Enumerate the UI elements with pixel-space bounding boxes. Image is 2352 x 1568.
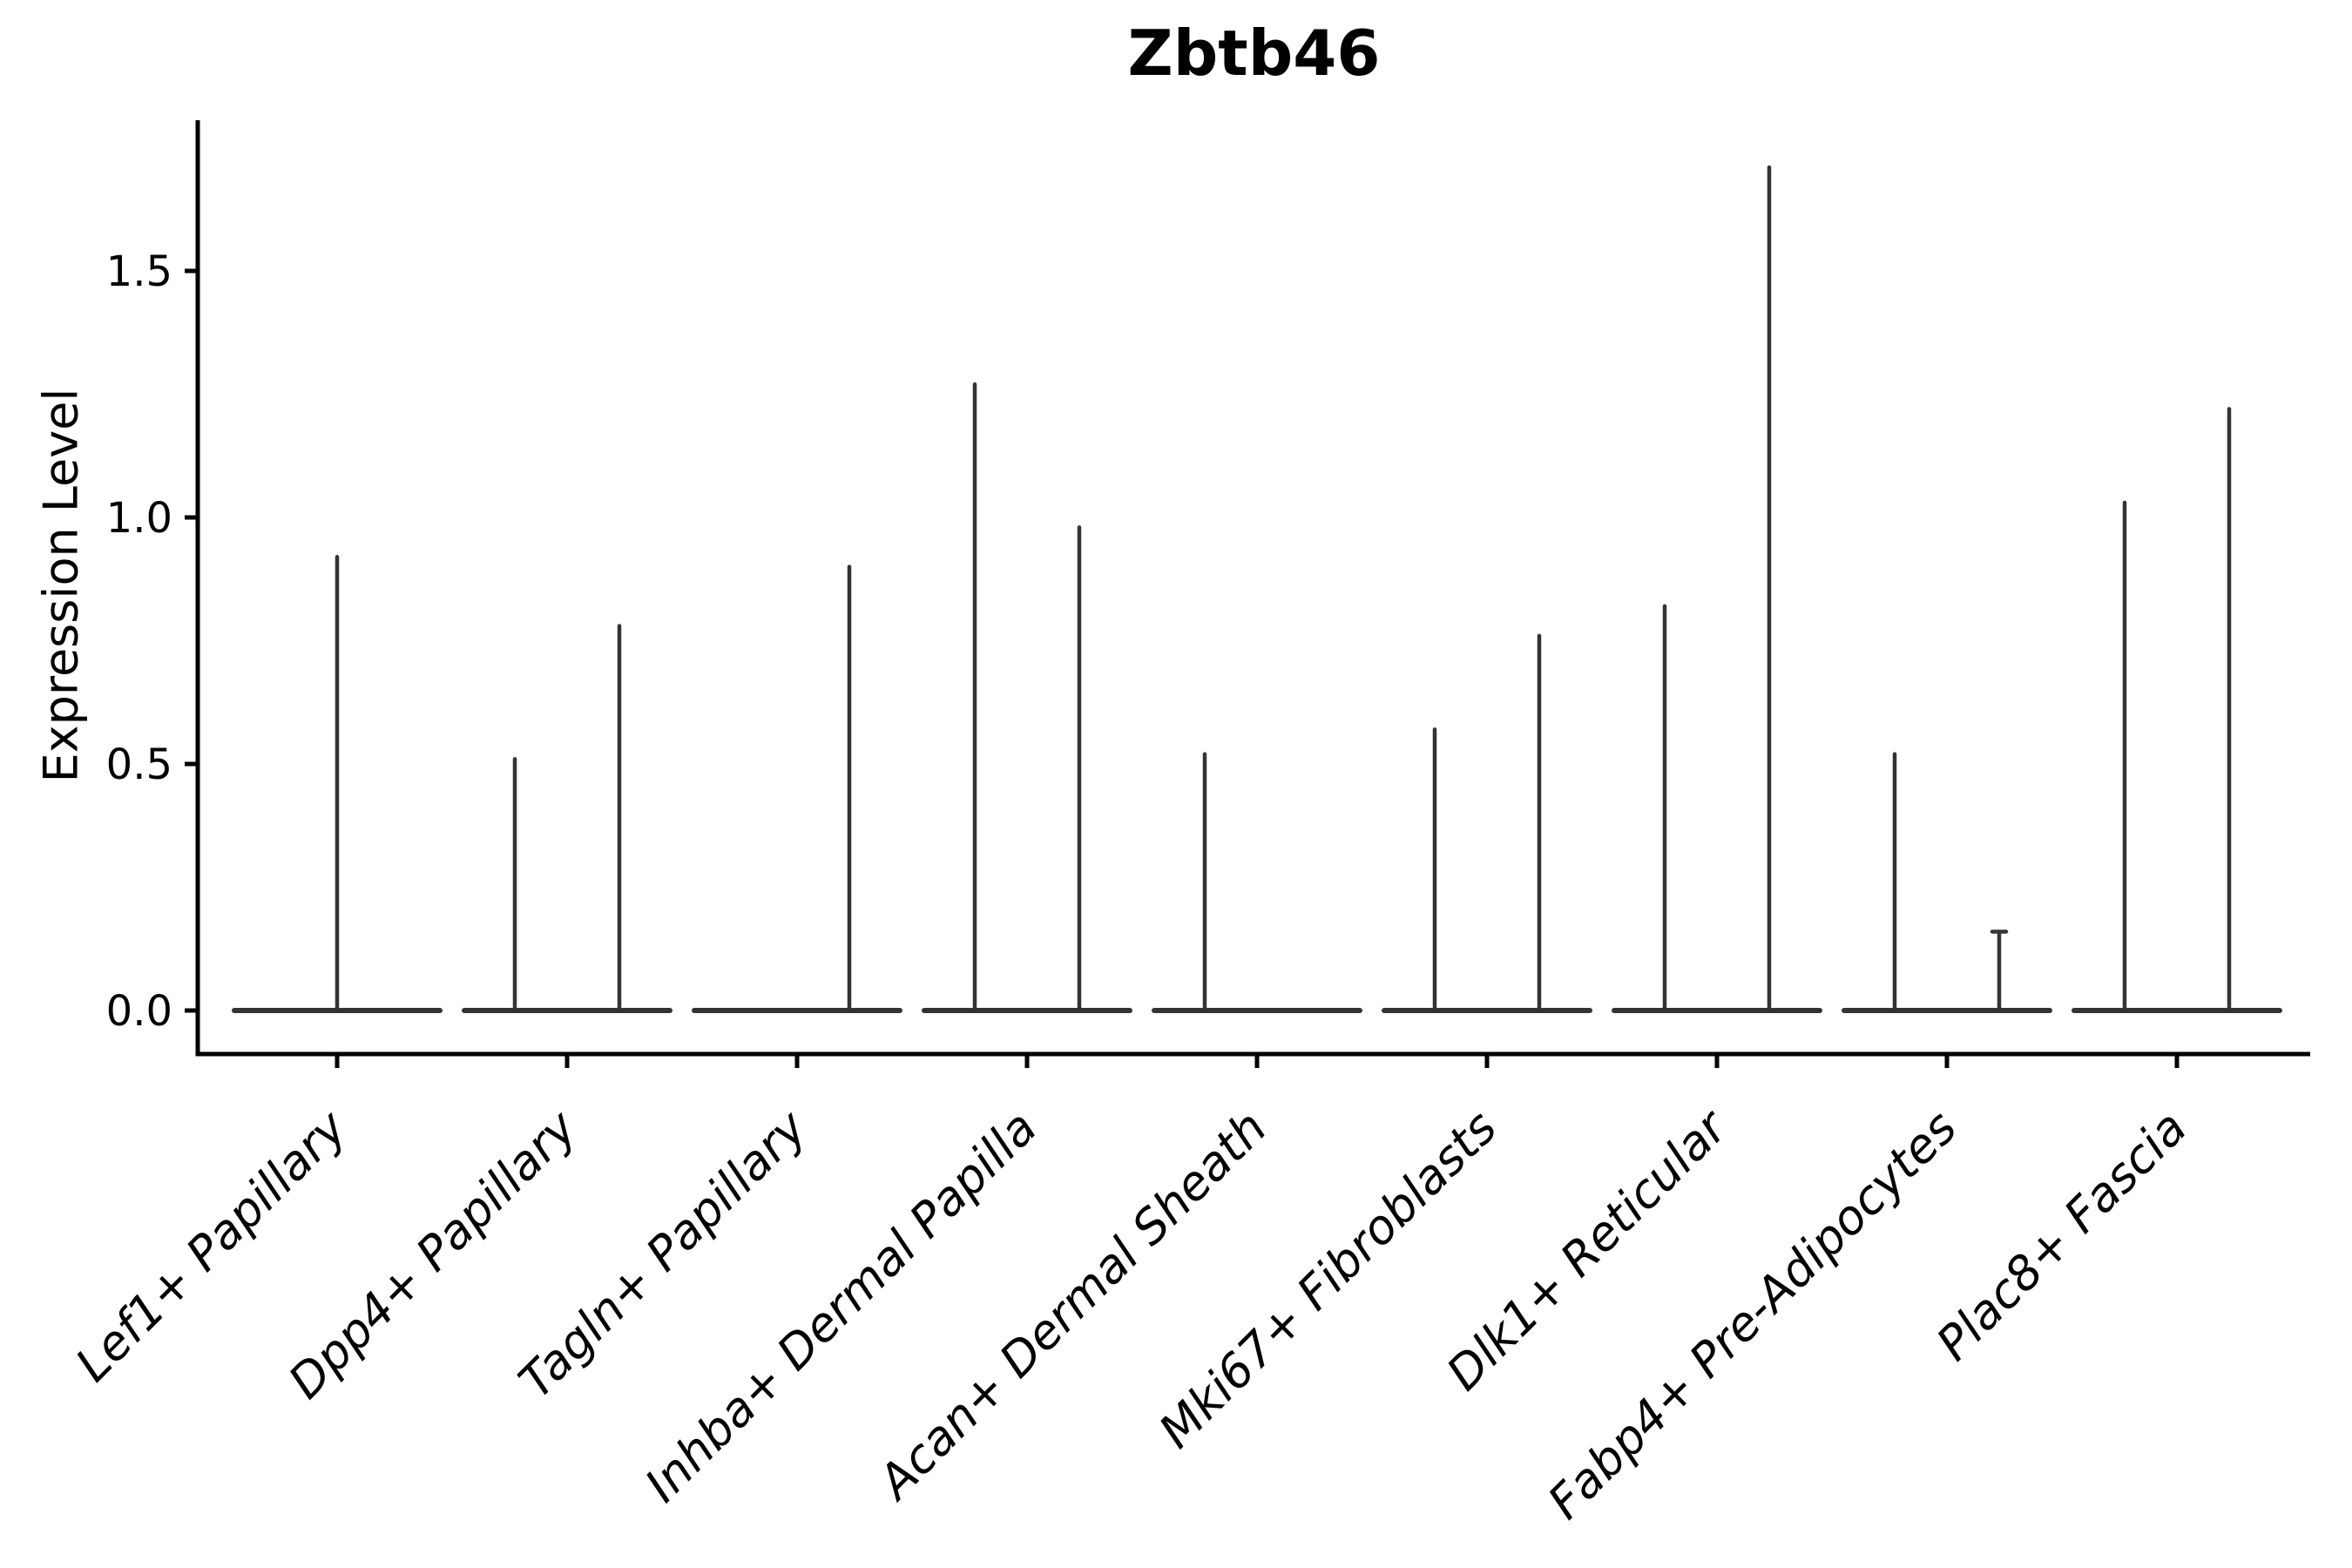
y-tick-label: 0.5	[106, 740, 172, 789]
y-tick-label: 1.5	[106, 247, 172, 296]
x-category-label: Fabp4+ Pre-Adipocytes	[1538, 1100, 1967, 1530]
x-category-label: Inhba+ Dermal Papilla	[634, 1100, 1047, 1513]
y-tick-label: 0.0	[106, 987, 172, 1036]
chart-title: Zbtb46	[1127, 17, 1381, 90]
x-category-label: Acan+ Dermal Sheath	[866, 1100, 1277, 1511]
x-category-label: Plac8+ Fascia	[1926, 1100, 2197, 1371]
y-tick-label: 1.0	[106, 494, 172, 543]
